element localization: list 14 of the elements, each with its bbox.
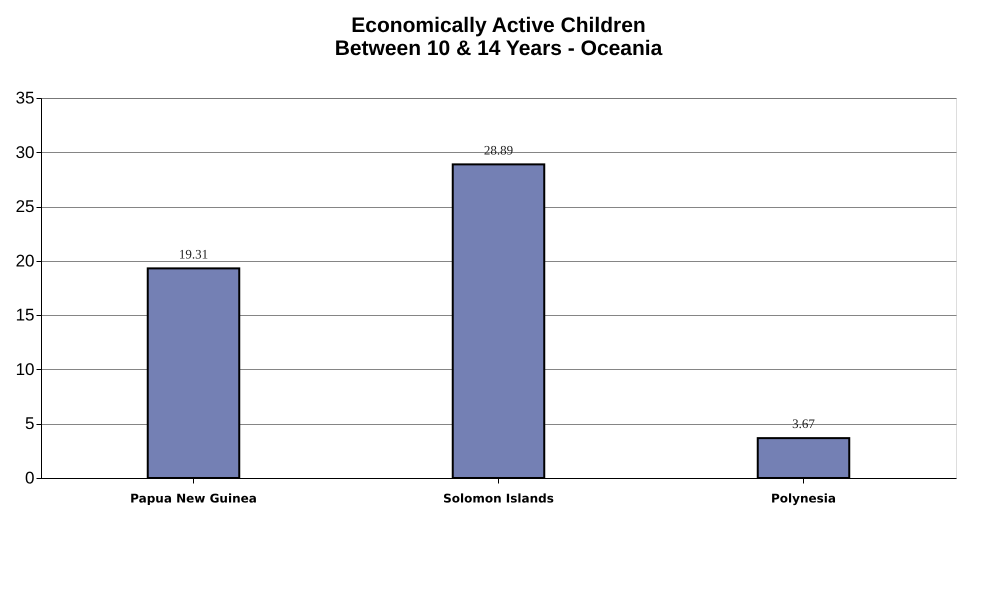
x-tick-label: Solomon Islands <box>443 492 554 506</box>
y-tick-label: 0 <box>25 468 34 488</box>
text: Economically Active Children <box>351 14 646 37</box>
x-tick-label: Polynesia <box>770 492 836 506</box>
y-tick-label: 30 <box>16 142 34 162</box>
y-tick-label: 10 <box>16 360 34 379</box>
y-tick-label: 15 <box>16 306 34 325</box>
data-label: 19.31 <box>178 246 208 262</box>
y-tick-label: 35 <box>16 88 34 108</box>
y-tick-label: 20 <box>16 251 34 270</box>
y-tick-label: 25 <box>16 197 34 216</box>
text: Between 10 & 14 Years - Oceania <box>334 37 662 60</box>
x-tick-label: Papua New Guinea <box>130 492 257 506</box>
y-tick-label: 5 <box>25 414 34 434</box>
